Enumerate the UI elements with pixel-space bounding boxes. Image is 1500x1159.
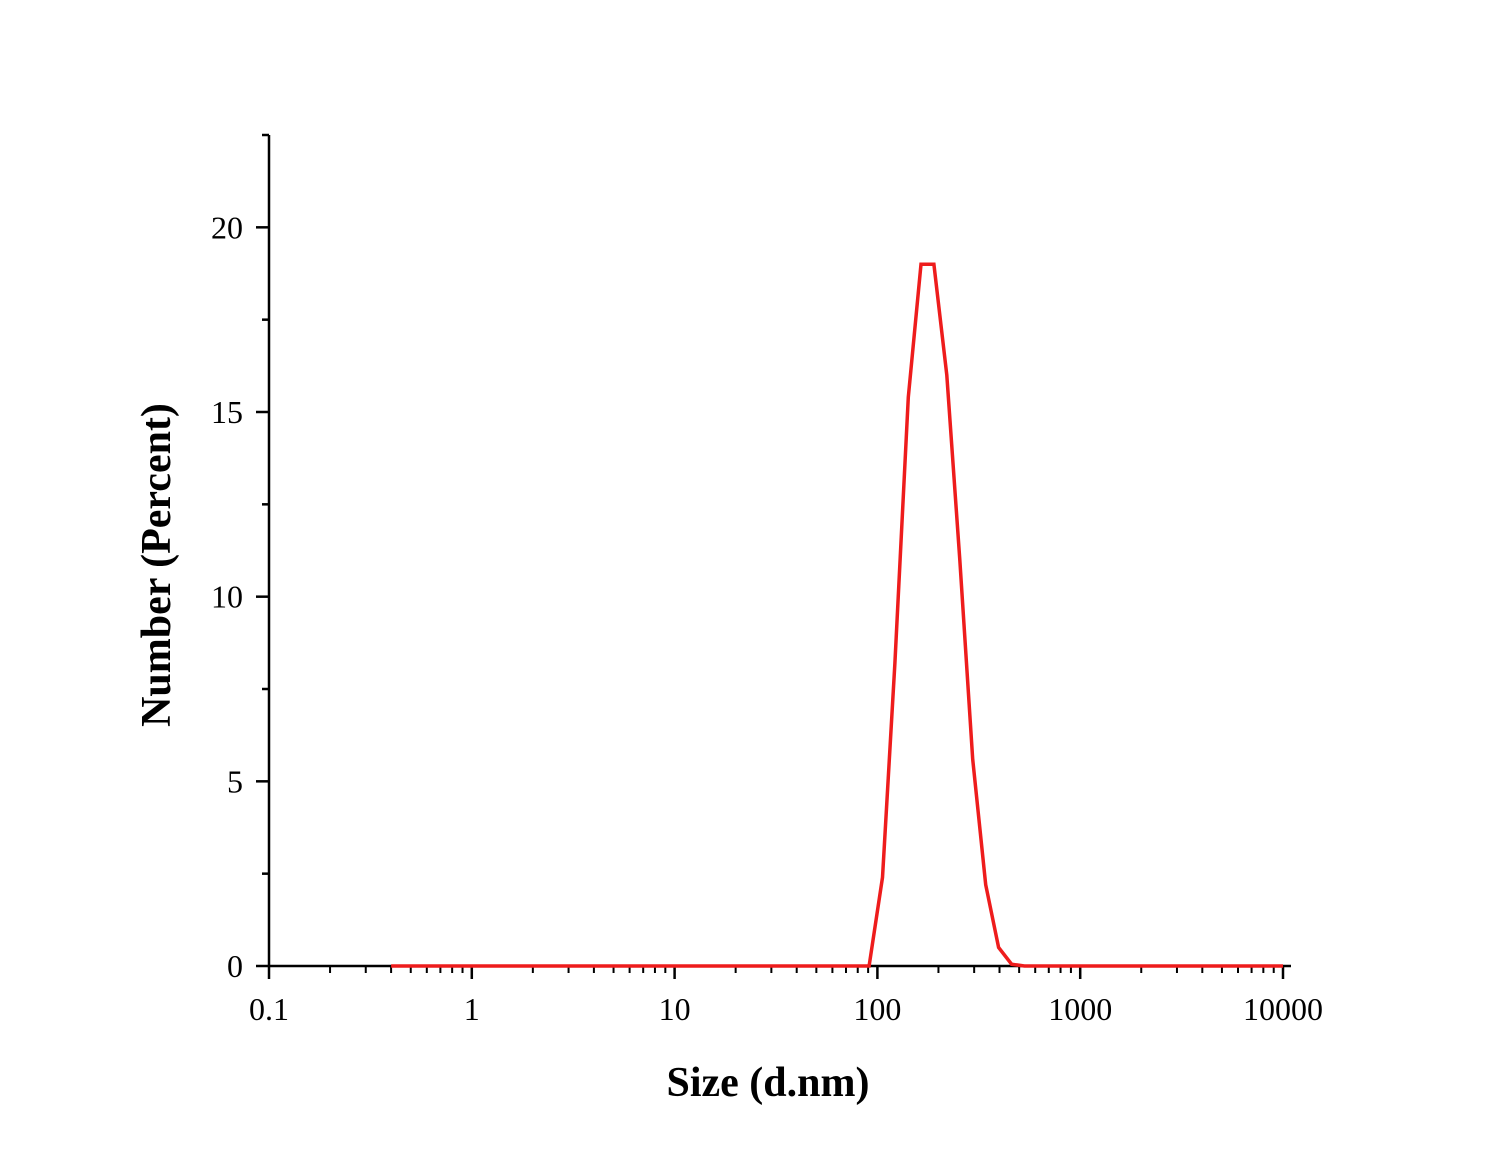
y-tick-label: 20 (211, 209, 243, 245)
y-tick-label: 15 (211, 394, 243, 430)
y-axis-title: Number (Percent) (134, 403, 180, 727)
y-tick-label: 0 (227, 948, 243, 984)
y-tick-label: 5 (227, 763, 243, 799)
y-tick-label: 10 (211, 579, 243, 615)
x-axis: 0.1 1 10 100 1000 10000 (249, 964, 1323, 1027)
x-axis-title: Size (d.nm) (667, 1060, 870, 1106)
data-line (391, 262, 1283, 968)
x-tick-label: 10 (659, 991, 691, 1027)
x-tick-label: 0.1 (249, 991, 289, 1027)
y-axis: 0 5 10 15 20 (211, 133, 271, 984)
series-layer (391, 262, 1283, 968)
x-tick-label: 1 (464, 991, 480, 1027)
x-tick-label: 100 (853, 991, 901, 1027)
x-tick-label: 1000 (1048, 991, 1112, 1027)
x-tick-label: 10000 (1243, 991, 1323, 1027)
